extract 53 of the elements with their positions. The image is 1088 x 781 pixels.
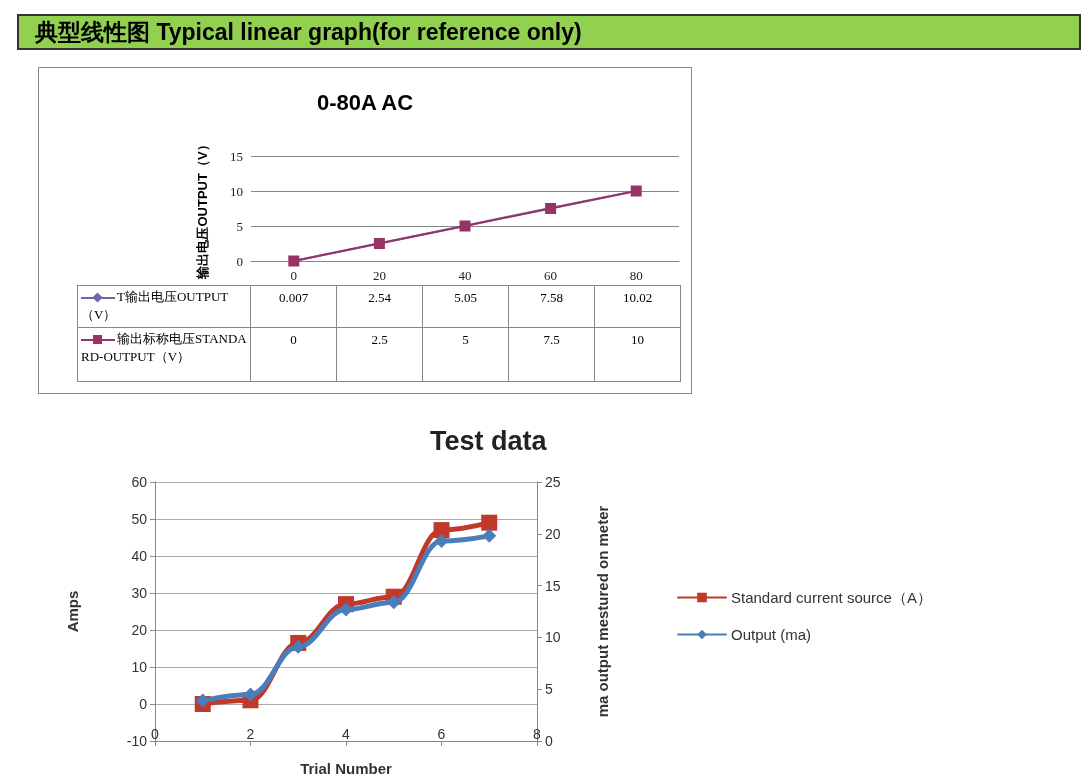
y2-tick-label: 15	[545, 577, 561, 594]
data-label: 0.007	[250, 285, 337, 328]
y-tick-label: 0	[236, 253, 243, 269]
data-label: 10.02	[594, 285, 681, 328]
point	[195, 693, 210, 708]
x-tick-label: 80	[629, 268, 643, 283]
point	[434, 534, 449, 549]
y2-tick-label: 5	[545, 681, 553, 698]
point	[481, 514, 498, 531]
legend-label: Standard current source（A）	[731, 589, 932, 606]
y2-tick-label: 10	[545, 629, 561, 646]
y-tick-label: 10	[230, 183, 243, 199]
x-axis-title: Trial Number	[300, 760, 392, 777]
y-axis-title: Amps	[64, 590, 81, 633]
x-tick-label: 2	[246, 726, 255, 742]
x-tick-label: 60	[544, 268, 558, 283]
y-axis-title: 输出电压OUTPUT（V）	[195, 138, 210, 280]
x-tick-label: 0	[290, 268, 298, 283]
y2-tick-label: 25	[545, 474, 561, 490]
text: 典型线性图 Typical linear graph(for reference only)	[17, 14, 1081, 50]
point	[243, 687, 258, 702]
data-label: 5.05	[422, 285, 509, 328]
data-label: 2.54	[336, 285, 423, 328]
chart-title: Test data	[430, 425, 548, 456]
x-tick-label: 40	[458, 268, 472, 283]
legend-label: 输出标称电压STANDARD-OUTPUT（V）	[77, 327, 251, 382]
y-tick-label: 0	[139, 696, 148, 712]
y-tick-label: 40	[131, 548, 148, 564]
x-tick-label: 6	[437, 726, 446, 742]
y-tick-label: 5	[236, 218, 243, 234]
point	[433, 522, 450, 539]
point	[482, 528, 497, 543]
y-tick-label: 50	[131, 511, 148, 527]
y-tick-label: 30	[131, 585, 148, 601]
data-label: 2.5	[336, 327, 423, 382]
y2-axis-title: ma output mestured on meter	[594, 505, 611, 718]
legend-label: Output (ma)	[731, 626, 812, 643]
point	[339, 602, 353, 617]
legend-label: T输出电压OUTPUT（V）	[77, 285, 251, 328]
data-label: 7.5	[508, 327, 595, 382]
y-tick-label: 60	[131, 474, 148, 490]
data-label: 10	[594, 327, 681, 382]
chart-title: 0-80A AC	[316, 89, 414, 115]
data-label: 5	[422, 327, 509, 382]
y-tick-label: 20	[131, 622, 148, 638]
y2-tick-label: 20	[545, 525, 561, 542]
y-tick-label: 10	[131, 659, 148, 675]
data-label: 7.58	[508, 285, 595, 328]
point	[291, 639, 306, 654]
y-tick-label: -10	[126, 733, 148, 749]
y-tick-label: 15	[230, 148, 243, 164]
x-tick-label: 4	[342, 726, 351, 742]
x-tick-label: 20	[372, 268, 386, 283]
